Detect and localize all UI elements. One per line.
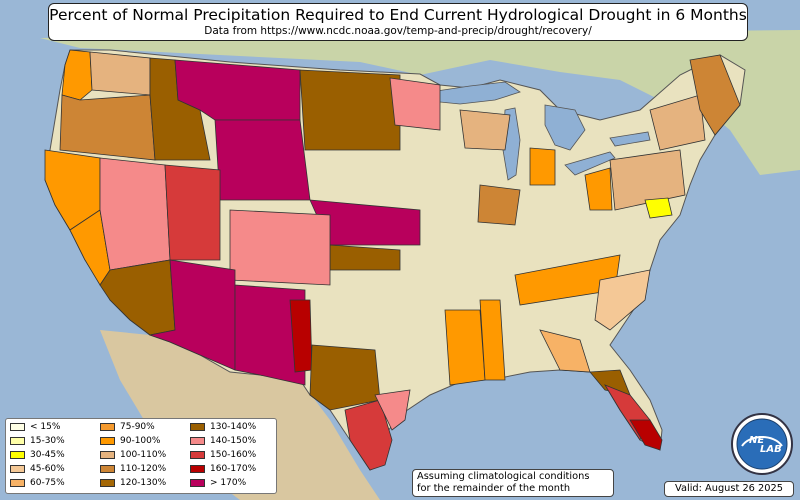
legend-label: 160-170% xyxy=(210,464,257,474)
legend-swatch xyxy=(10,478,25,487)
legend-label: 60-75% xyxy=(30,478,65,488)
legend-label: 110-120% xyxy=(120,464,167,474)
legend-item: 100-110% xyxy=(100,449,166,461)
legend-swatch xyxy=(190,436,205,445)
legend-label: 100-110% xyxy=(120,450,167,460)
region-dakota-west xyxy=(299,69,401,151)
legend-swatch xyxy=(100,450,115,459)
legend-swatch xyxy=(10,436,25,445)
legend-swatch xyxy=(100,422,115,431)
legend-swatch xyxy=(10,450,25,459)
legend-swatch xyxy=(100,478,115,487)
title-box: Percent of Normal Precipitation Required… xyxy=(48,3,748,41)
region-minnesota xyxy=(389,77,441,131)
legend-label: 130-140% xyxy=(210,422,257,432)
region-south-florida xyxy=(629,419,663,451)
logo-text: NE xyxy=(749,435,764,446)
legend-swatch xyxy=(10,422,25,431)
legend-label: 75-90% xyxy=(120,422,155,432)
region-ohio xyxy=(584,167,613,211)
legend-swatch xyxy=(190,450,205,459)
region-mississippi xyxy=(479,299,506,381)
legend-swatch xyxy=(190,422,205,431)
region-michigan xyxy=(529,147,556,186)
region-new-england xyxy=(649,94,706,151)
legend-label: 30-45% xyxy=(30,450,65,460)
region-new-mexico xyxy=(234,284,306,386)
legend-item: < 15% xyxy=(10,421,60,433)
legend: < 15% 15-30% 30-45% 45-60% 60-75% 75-90%… xyxy=(5,418,277,494)
legend-swatch xyxy=(190,464,205,473)
legend-item: 45-60% xyxy=(10,463,65,475)
legend-label: 150-160% xyxy=(210,450,257,460)
legend-swatch xyxy=(190,478,205,487)
legend-item: 75-90% xyxy=(100,421,155,433)
drought-regions xyxy=(44,49,741,471)
map-subtitle: Data from https://www.ncdc.noaa.gov/temp… xyxy=(204,25,592,37)
legend-label: 45-60% xyxy=(30,464,65,474)
legend-label: > 170% xyxy=(210,478,247,488)
region-carolinas xyxy=(594,269,651,331)
note-line: for the remainder of the month xyxy=(417,483,571,494)
legend-swatch xyxy=(100,436,115,445)
legend-item: 15-30% xyxy=(10,435,65,447)
lake-erie xyxy=(564,151,616,176)
region-maine xyxy=(689,54,741,136)
lake-superior xyxy=(429,81,521,105)
region-maryland-delaware xyxy=(644,197,673,219)
legend-label: 15-30% xyxy=(30,436,65,446)
region-oregon xyxy=(59,94,156,161)
nexlab-logo: NE LAB xyxy=(731,413,793,475)
legend-item: 150-160% xyxy=(190,449,256,461)
legend-label: 140-150% xyxy=(210,436,257,446)
legend-label: < 15% xyxy=(30,422,61,432)
legend-item: 140-150% xyxy=(190,435,256,447)
legend-item: 120-130% xyxy=(100,477,166,489)
region-nevada xyxy=(99,157,171,271)
legend-swatch xyxy=(100,464,115,473)
legend-item: 90-100% xyxy=(100,435,160,447)
legend-item: 110-120% xyxy=(100,463,166,475)
note-line: Assuming climatological conditions xyxy=(417,471,590,482)
region-iowa xyxy=(459,109,511,151)
logo-text: LAB xyxy=(760,444,782,455)
region-texas-east xyxy=(374,389,411,431)
legend-item: 130-140% xyxy=(190,421,256,433)
region-mid-atlantic xyxy=(609,149,686,211)
legend-item: 60-75% xyxy=(10,477,65,489)
legend-label: 120-130% xyxy=(120,478,167,488)
assumption-note: Assuming climatological conditions for t… xyxy=(412,469,614,497)
legend-label: 90-100% xyxy=(120,436,161,446)
region-washington-interior xyxy=(89,51,151,96)
legend-item: > 170% xyxy=(190,477,246,489)
region-louisiana xyxy=(444,309,486,386)
legend-swatch xyxy=(10,464,25,473)
region-texas-central xyxy=(309,344,381,411)
region-colorado xyxy=(229,209,331,286)
region-wyoming xyxy=(214,119,311,201)
region-utah xyxy=(164,164,221,261)
lake-huron xyxy=(544,104,586,151)
lake-ontario xyxy=(609,131,651,147)
canada-land xyxy=(40,30,800,175)
mexico-land xyxy=(100,330,380,500)
map-title: Percent of Normal Precipitation Required… xyxy=(49,6,747,24)
legend-item: 160-170% xyxy=(190,463,256,475)
region-missouri xyxy=(477,184,521,226)
valid-date: Valid: August 26 2025 xyxy=(664,481,794,497)
legend-item: 30-45% xyxy=(10,449,65,461)
